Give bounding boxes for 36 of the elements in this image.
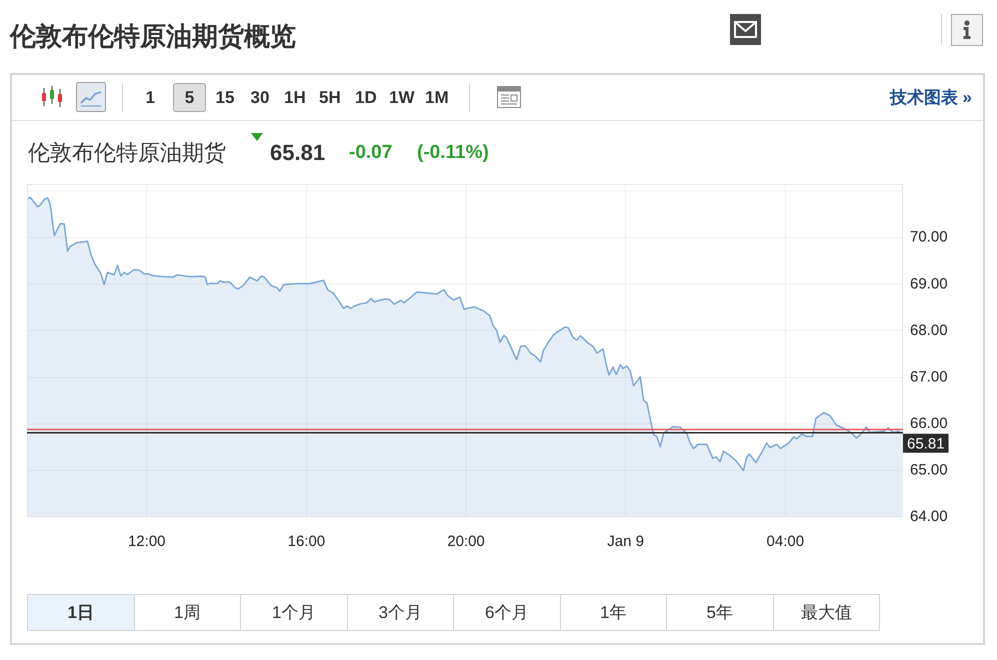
interval-button[interactable]: 1M [425,86,449,109]
ref-line-label: 65.81 [907,435,945,452]
range-tab[interactable]: 1周 [134,595,241,630]
interval-button[interactable]: 5 [173,83,206,112]
interval-button[interactable]: 1D [355,86,377,109]
x-tick-label: Jan 9 [607,533,644,550]
range-tab[interactable]: 6个月 [454,595,560,630]
interval-button[interactable]: 1W [389,86,414,109]
x-tick-label: 04:00 [766,533,804,550]
interval-button[interactable]: 1 [146,86,155,109]
text: (-0.11%) [417,141,489,165]
x-tick-label: 12:00 [128,533,166,550]
y-tick-label: 68.00 [910,322,948,339]
interval-button[interactable]: 15 [216,86,234,109]
interval-button[interactable]: 30 [250,86,270,109]
interval-button[interactable]: 1H [284,86,306,109]
y-tick-label: 70.00 [910,228,948,246]
chart-title: 伦敦布伦特原油期货概览 [10,20,296,53]
x-tick-label: 20:00 [447,533,485,550]
range-tab[interactable]: 最大值 [774,595,880,630]
range-tab[interactable]: 1日 [28,595,134,630]
text: 65.81 [270,139,326,167]
range-tab[interactable]: 1个月 [241,595,348,630]
range-tab[interactable]: 1年 [560,595,667,630]
text: 技术图表 » [890,87,972,109]
y-tick-label: 67.00 [910,368,948,386]
range-tab[interactable]: 3个月 [348,595,454,630]
y-tick-label: 65.00 [910,462,948,479]
text: -0.07 [349,141,392,165]
y-tick-label: 69.00 [910,275,948,292]
y-tick-label: 66.00 [910,414,948,432]
interval-button[interactable]: 5H [319,86,341,109]
range-tab[interactable]: 5年 [667,595,774,630]
y-tick-label: 64.00 [910,508,948,526]
x-tick-label: 16:00 [288,533,326,550]
chart-subtitle: 伦敦布伦特原油期货 [28,139,226,167]
